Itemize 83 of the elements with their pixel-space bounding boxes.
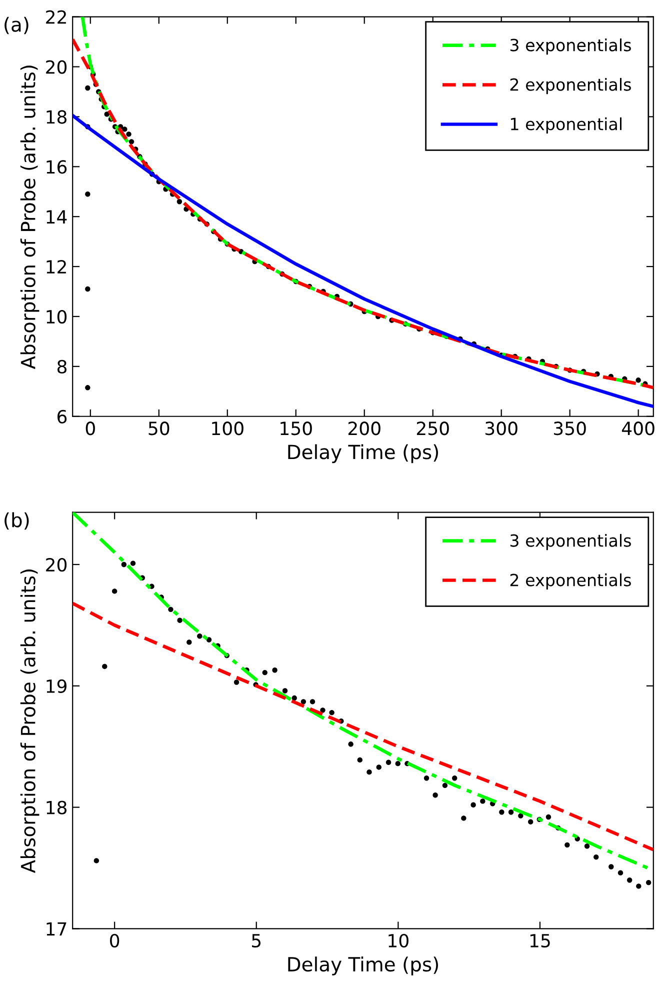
legend-label: 2 exponentials (510, 78, 631, 94)
point (395, 760, 400, 766)
y-axis-title: Absorption of Probe (arb. units) (20, 66, 40, 370)
point (348, 742, 354, 747)
legend-label: 1 exponential (510, 117, 622, 134)
point (186, 640, 192, 645)
point (646, 880, 652, 886)
x-axis-title: Delay Time (ps) (288, 444, 438, 464)
legend-label: 3 exponentials (510, 534, 631, 550)
point (112, 588, 118, 594)
y-tick-label: 20 (46, 60, 67, 74)
y-tick-label: 18 (46, 110, 67, 124)
point (618, 870, 624, 876)
point (480, 798, 486, 804)
point (424, 776, 430, 781)
point (564, 842, 570, 848)
point (168, 606, 174, 612)
legend-label: 2 exponentials (510, 573, 631, 590)
x-tick-label: 0 (86, 422, 95, 436)
point (310, 699, 316, 704)
y-tick-label: 22 (46, 10, 66, 24)
point (584, 844, 590, 849)
point (300, 699, 306, 704)
y-tick-label: 19 (46, 679, 66, 694)
point (442, 782, 448, 788)
point (292, 695, 297, 701)
point (452, 776, 458, 781)
point (518, 813, 524, 818)
legend-label: 3 exponentials (510, 38, 631, 55)
point (320, 708, 326, 713)
y-tick-label: 20 (46, 558, 67, 572)
point (499, 810, 504, 815)
x-tick-label: 15 (530, 934, 550, 948)
point (262, 670, 268, 676)
y-tick-label: 8 (57, 360, 67, 374)
y-tick-label: 6 (58, 410, 67, 424)
point (626, 878, 632, 883)
line-series (72, 114, 654, 408)
x-tick-label: 150 (280, 422, 312, 436)
point (461, 816, 466, 821)
point (357, 757, 362, 763)
x-tick-label: 10 (388, 934, 408, 948)
x-tick-label: 350 (554, 422, 586, 436)
y-tick-label: 18 (46, 800, 67, 814)
point (608, 864, 614, 870)
text: (b) (4, 512, 29, 530)
point (470, 802, 476, 808)
point (121, 562, 127, 568)
line-series (72, 602, 654, 852)
point (366, 769, 372, 775)
text: (a) (4, 16, 28, 34)
point (432, 792, 438, 798)
x-tick-label: 100 (212, 422, 244, 436)
x-tick-label: 50 (148, 422, 170, 436)
x-tick-label: 200 (348, 422, 380, 436)
y-tick-label: 14 (46, 210, 67, 224)
x-tick-label: 5 (252, 934, 261, 948)
point (282, 688, 288, 694)
point (94, 858, 100, 864)
point (197, 634, 202, 639)
y-tick-label: 16 (46, 160, 67, 174)
y-tick-label: 12 (46, 260, 66, 274)
point (546, 814, 552, 820)
x-tick-label: 400 (622, 422, 654, 436)
point (528, 819, 534, 824)
y-tick-label: 10 (46, 310, 67, 324)
x-axis-title: Delay Time (ps) (288, 956, 438, 976)
point (130, 560, 136, 566)
point (102, 664, 108, 670)
point (594, 854, 599, 860)
point (508, 810, 514, 815)
point (329, 710, 334, 716)
y-axis-title: Absorption of Probe (arb. units) (20, 570, 40, 873)
point (272, 668, 278, 673)
point (177, 618, 182, 623)
x-tick-label: 250 (416, 422, 449, 436)
y-tick-label: 17 (46, 922, 66, 936)
point (636, 884, 642, 889)
point (386, 760, 392, 765)
x-tick-label: 0 (110, 934, 120, 948)
point (376, 764, 382, 770)
point (234, 680, 240, 685)
x-tick-label: 300 (485, 422, 518, 436)
